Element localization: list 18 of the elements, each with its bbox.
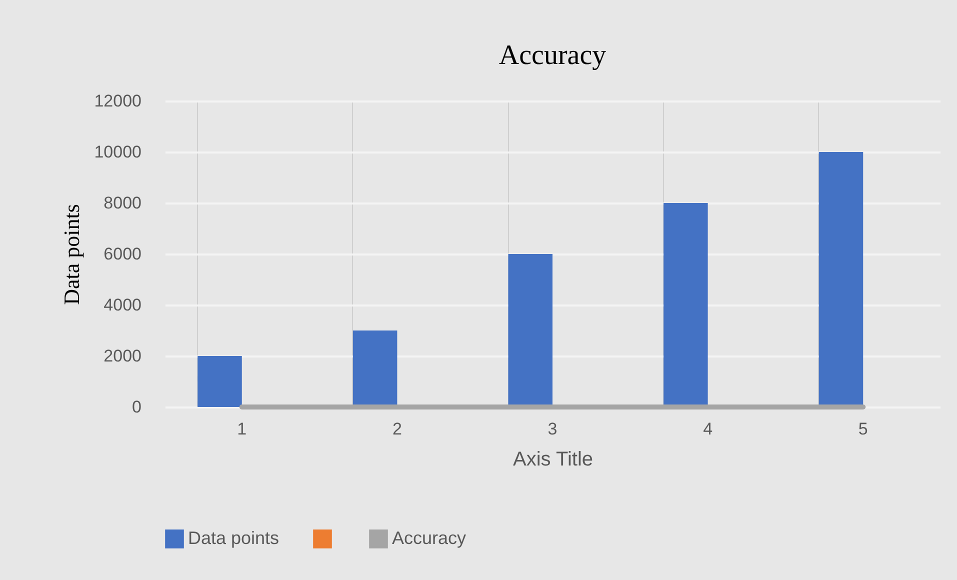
x-tick-label: 3 bbox=[548, 420, 558, 438]
y-tick-label: 4000 bbox=[104, 296, 142, 314]
x-tick-label: 1 bbox=[237, 420, 247, 438]
x-tick-label: 2 bbox=[392, 420, 402, 438]
bar bbox=[198, 356, 242, 407]
y-tick-label: 10000 bbox=[94, 142, 142, 162]
y-tick-label: 6000 bbox=[104, 244, 142, 264]
legend-label: Accuracy bbox=[392, 528, 466, 548]
x-tick-label: 4 bbox=[703, 420, 713, 438]
y-tick-label: 12000 bbox=[94, 92, 142, 110]
y-tick-label: 2000 bbox=[104, 346, 142, 366]
y-tick-label: 8000 bbox=[104, 194, 142, 212]
legend-label: Data points bbox=[188, 528, 280, 548]
y-tick-label: 0 bbox=[132, 398, 142, 416]
x-tick-label: 5 bbox=[858, 420, 868, 438]
y-axis-title: Data points bbox=[59, 204, 84, 305]
chart-title: Accuracy bbox=[498, 40, 606, 71]
x-axis-title: Axis Title bbox=[512, 448, 594, 470]
